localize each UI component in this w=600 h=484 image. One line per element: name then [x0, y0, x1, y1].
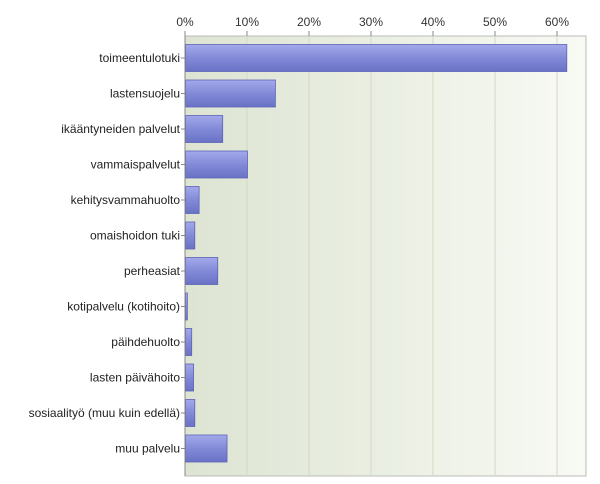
x-tick-label: 60% [545, 15, 569, 29]
category-labels: toimeentulotuki lastensuojelu ikääntyneide… [29, 51, 185, 456]
x-tick-label: 0% [176, 15, 194, 29]
x-tick-label: 10% [235, 15, 259, 29]
bar [185, 363, 194, 392]
category-label: lastensuojelu [110, 87, 180, 101]
x-tick-label: 20% [297, 15, 321, 29]
bar [185, 434, 228, 463]
bar [185, 328, 193, 356]
category-label: muu palvelu [115, 442, 180, 456]
bar [185, 79, 276, 108]
grid-lines [246, 36, 558, 476]
bar [185, 115, 224, 143]
category-label: kehitysvammahuolto [71, 193, 181, 207]
category-label: sosiaalityö (muu kuin edellä) [29, 406, 180, 420]
bar [185, 399, 196, 427]
bar [185, 186, 200, 214]
bars [185, 44, 568, 463]
x-tick-label: 40% [421, 15, 445, 29]
bar [185, 44, 568, 72]
x-axis-ticks: 0% 10% 20% 30% 40% 50% 60% [176, 15, 569, 36]
category-label: lasten päivähoito [90, 371, 180, 385]
category-label: päihdehuolto [111, 335, 180, 349]
category-label: perheasiat [124, 264, 181, 278]
category-label: omaishoidon tuki [90, 229, 180, 243]
category-label: ikääntyneiden palvelut [61, 122, 180, 136]
bar [185, 257, 219, 285]
bar [185, 150, 248, 179]
bar [185, 292, 188, 321]
category-label: toimeentulotuki [99, 51, 180, 65]
x-tick-label: 30% [359, 15, 383, 29]
x-tick-label: 50% [483, 15, 507, 29]
bar [185, 221, 196, 250]
category-label: kotipalvelu (kotihoito) [67, 300, 180, 314]
plot-area [184, 35, 587, 477]
category-label: vammaispalvelut [91, 158, 181, 172]
